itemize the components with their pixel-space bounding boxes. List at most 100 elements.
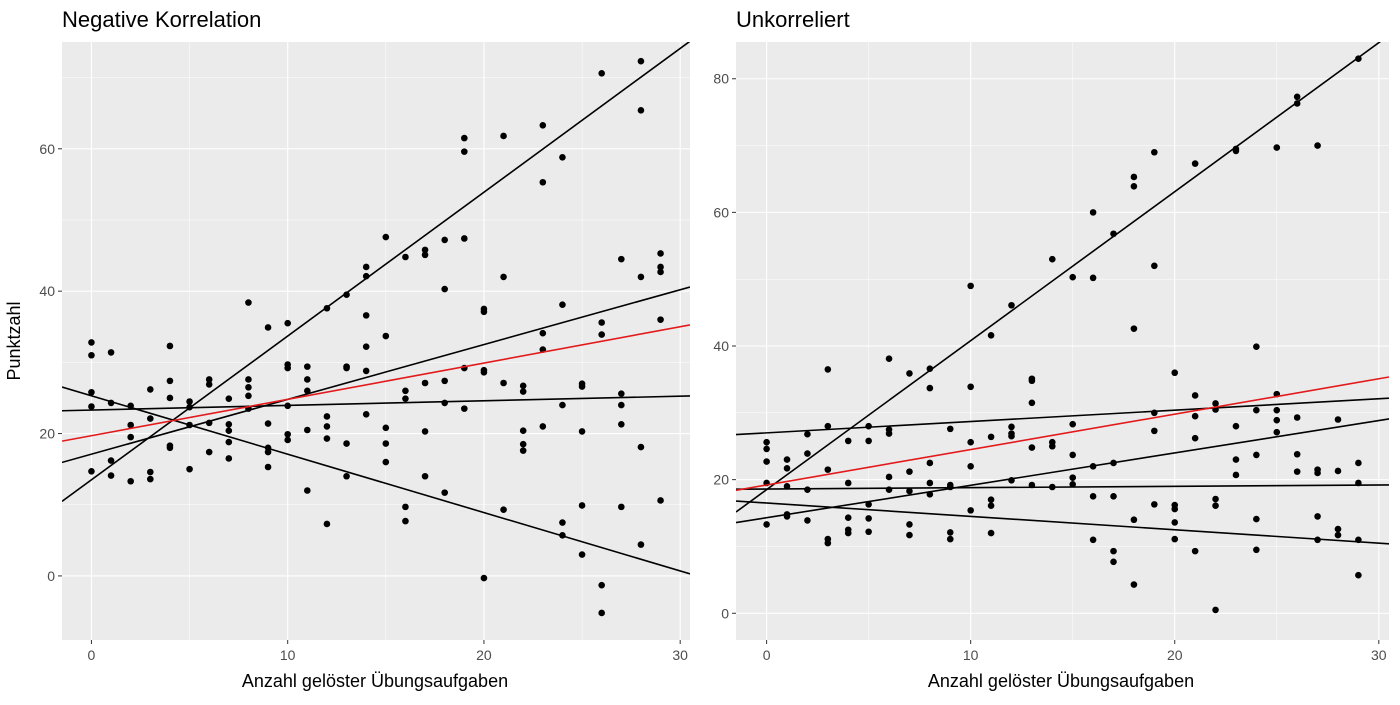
data-point [205,448,213,456]
x-axis-label: Anzahl gelöster Übungsaufgaben [242,671,508,691]
data-point [1151,501,1158,508]
data-point [618,401,625,409]
data-point [1151,262,1158,270]
data-point [1069,420,1077,428]
data-point [1089,274,1097,282]
data-point [147,468,154,476]
data-point [245,383,252,391]
data-point [865,501,872,508]
data-point [618,503,625,511]
data-point [967,438,974,446]
data-point [783,464,791,472]
data-point [987,529,995,537]
chart-title: Unkorreliert [736,7,850,32]
data-point [88,339,95,346]
data-point [107,472,115,479]
data-point [824,539,832,547]
data-point [1171,369,1179,377]
data-point [1028,444,1036,451]
data-point [1191,392,1199,399]
data-point [598,319,605,326]
data-point [245,299,252,306]
data-point [578,502,586,509]
data-point [519,447,527,454]
data-point [865,422,872,430]
data-points [763,55,1362,614]
data-point [461,134,468,142]
data-point [1110,558,1117,566]
data-point [1212,400,1219,407]
x-tick-label: 30 [1371,647,1387,663]
data-point [127,421,134,429]
data-point [657,316,664,323]
data-point [284,436,291,444]
data-point [304,487,311,494]
data-point [637,107,645,114]
regression-line [736,42,1382,513]
data-point [166,377,174,385]
data-point [783,483,791,490]
data-point [885,430,893,437]
data-point [225,427,233,435]
data-point [1130,173,1138,181]
data-point [362,343,370,350]
data-point [1069,481,1077,488]
data-point [421,472,429,480]
data-point [1191,547,1199,555]
data-point [946,529,954,536]
data-point [1191,434,1199,442]
data-point [88,388,95,396]
x-tick-label: 20 [1167,647,1183,663]
data-point [245,376,252,383]
data-point [559,401,566,409]
data-point [441,377,448,385]
data-point [304,376,311,383]
data-point [343,472,350,480]
data-point [539,121,547,129]
data-point [1191,412,1199,420]
regression-line [736,397,1389,436]
x-tick-label: 0 [763,647,771,663]
y-tick-label: 20 [713,472,729,488]
data-point [906,487,913,495]
data-point [461,148,468,155]
data-point [264,324,272,331]
data-point [343,291,350,299]
data-point [987,332,995,339]
plot-area: 0 10 20 30 0 20 40 60 [39,42,690,663]
data-point [1232,422,1240,430]
data-point [1232,456,1240,463]
data-point [1334,525,1342,533]
data-point [1028,399,1036,407]
data-point [225,420,233,428]
data-point [885,473,893,481]
y-tick-label: 80 [713,71,729,87]
data-point [362,411,370,418]
data-point [362,367,370,375]
data-point [500,132,507,140]
data-point [304,363,311,370]
data-point [186,465,193,473]
data-point [804,450,811,457]
data-point [441,399,448,407]
data-point [421,246,429,254]
data-point [559,301,566,308]
data-point [637,443,645,451]
data-point [657,263,664,271]
regression-line [736,484,1389,490]
y-axis-label: Punktzahl [4,301,24,380]
data-point [1130,581,1138,588]
x-tick-label: 30 [672,647,688,663]
data-point [88,467,95,475]
data-point [598,331,605,338]
data-point [1334,467,1342,475]
data-point [480,369,488,376]
data-point [1171,535,1179,543]
data-point [88,351,95,359]
data-point [578,383,586,390]
data-point [763,521,770,528]
chart-title: Negative Korrelation [62,7,261,32]
mean-regression-line [62,324,690,442]
data-point [844,479,852,487]
data-point [1253,343,1260,350]
